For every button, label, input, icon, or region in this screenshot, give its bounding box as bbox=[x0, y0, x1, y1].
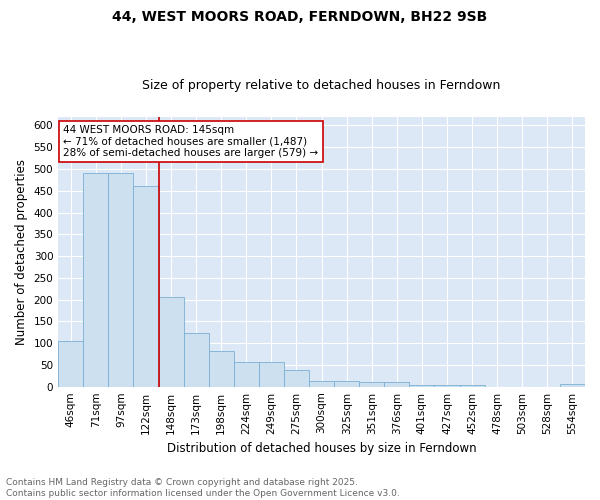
Bar bbox=[83, 174, 109, 386]
Text: 44, WEST MOORS ROAD, FERNDOWN, BH22 9SB: 44, WEST MOORS ROAD, FERNDOWN, BH22 9SB bbox=[112, 10, 488, 24]
Bar bbox=[460, 384, 485, 386]
Bar bbox=[259, 362, 284, 386]
Bar bbox=[385, 382, 409, 386]
Y-axis label: Number of detached properties: Number of detached properties bbox=[15, 158, 28, 344]
Bar bbox=[158, 296, 184, 386]
Bar bbox=[133, 186, 158, 386]
Title: Size of property relative to detached houses in Ferndown: Size of property relative to detached ho… bbox=[142, 79, 501, 92]
X-axis label: Distribution of detached houses by size in Ferndown: Distribution of detached houses by size … bbox=[167, 442, 476, 455]
Bar bbox=[58, 341, 83, 386]
Bar bbox=[309, 380, 334, 386]
Bar bbox=[359, 382, 385, 386]
Bar bbox=[184, 333, 209, 386]
Bar bbox=[560, 384, 585, 386]
Bar bbox=[334, 380, 359, 386]
Bar bbox=[109, 174, 133, 386]
Text: 44 WEST MOORS ROAD: 145sqm
← 71% of detached houses are smaller (1,487)
28% of s: 44 WEST MOORS ROAD: 145sqm ← 71% of deta… bbox=[64, 125, 319, 158]
Bar bbox=[209, 350, 234, 386]
Text: Contains HM Land Registry data © Crown copyright and database right 2025.
Contai: Contains HM Land Registry data © Crown c… bbox=[6, 478, 400, 498]
Bar bbox=[234, 362, 259, 386]
Bar bbox=[284, 370, 309, 386]
